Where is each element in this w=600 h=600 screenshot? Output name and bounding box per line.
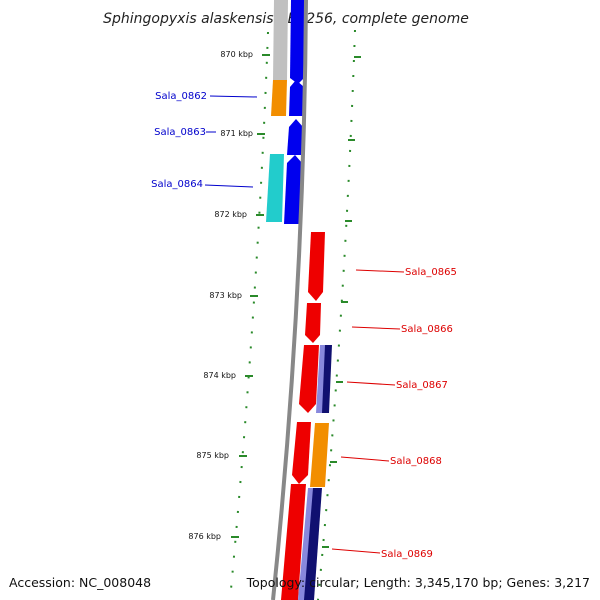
gene-label-sala-0863[interactable]: Sala_0863	[154, 127, 206, 138]
genome-backbone-line	[271, 0, 308, 600]
tick-label: 872 kbp	[214, 210, 247, 219]
gene-feature-navy-0867[interactable]	[322, 345, 332, 413]
gene-feature-sala-0868[interactable]	[292, 422, 311, 484]
gene-feature-cyan-left[interactable]	[266, 154, 284, 222]
tick-label: 874 kbp	[203, 371, 236, 380]
gene-feature-sala-0862[interactable]	[289, 80, 304, 116]
tick-label: 876 kbp	[188, 532, 221, 541]
inner-dotted-arc	[229, 31, 269, 600]
tick-label: 870 kbp	[220, 50, 253, 59]
gene-feature-lavender-0869[interactable]	[298, 488, 314, 600]
gene-feature-sala-0863[interactable]	[287, 119, 303, 155]
gene-label-sala-0862[interactable]: Sala_0862	[155, 91, 207, 102]
gene-label-sala-0868[interactable]: Sala_0868	[390, 456, 442, 467]
right-label-leaders	[331, 269, 405, 554]
left-label-leaders	[204, 95, 258, 188]
gene-label-sala-0865[interactable]: Sala_0865	[405, 267, 457, 278]
accession-text: Accession: NC_008048	[9, 575, 151, 590]
gene-feature-orange-left[interactable]	[271, 80, 287, 116]
reverse-strand-track	[281, 232, 332, 600]
topology-text: Topology: circular; Length: 3,345,170 bp…	[246, 575, 590, 590]
gene-feature-orange-0868[interactable]	[310, 423, 329, 487]
gene-label-sala-0867[interactable]: Sala_0867	[396, 380, 448, 391]
right-scale-dashes	[322, 56, 361, 548]
gene-label-sala-0866[interactable]: Sala_0866	[401, 324, 453, 335]
gene-feature-sala-0866[interactable]	[305, 303, 321, 343]
gene-feature-sala-0864[interactable]	[284, 155, 302, 224]
gene-feature-sala-0869[interactable]	[281, 484, 306, 600]
gene-feature-navy-0869[interactable]	[304, 488, 322, 600]
gene-feature-sala-0867[interactable]	[299, 345, 319, 413]
tick-label: 871 kbp	[220, 129, 253, 138]
gene-label-sala-0869[interactable]: Sala_0869	[381, 549, 433, 560]
scale-ticks: 870 kbp 871 kbp 872 kbp 873 kbp 874 kbp …	[188, 50, 270, 541]
tick-label: 873 kbp	[209, 291, 242, 300]
forward-strand-track	[266, 0, 305, 224]
gene-feature-sala-0865[interactable]	[308, 232, 325, 301]
gene-label-sala-0864[interactable]: Sala_0864	[151, 179, 203, 190]
gene-feature-blue-top[interactable]	[290, 0, 305, 84]
gene-feature-gray-left[interactable]	[273, 0, 288, 80]
tick-label: 875 kbp	[196, 451, 229, 460]
outer-dotted-arc	[317, 29, 356, 600]
